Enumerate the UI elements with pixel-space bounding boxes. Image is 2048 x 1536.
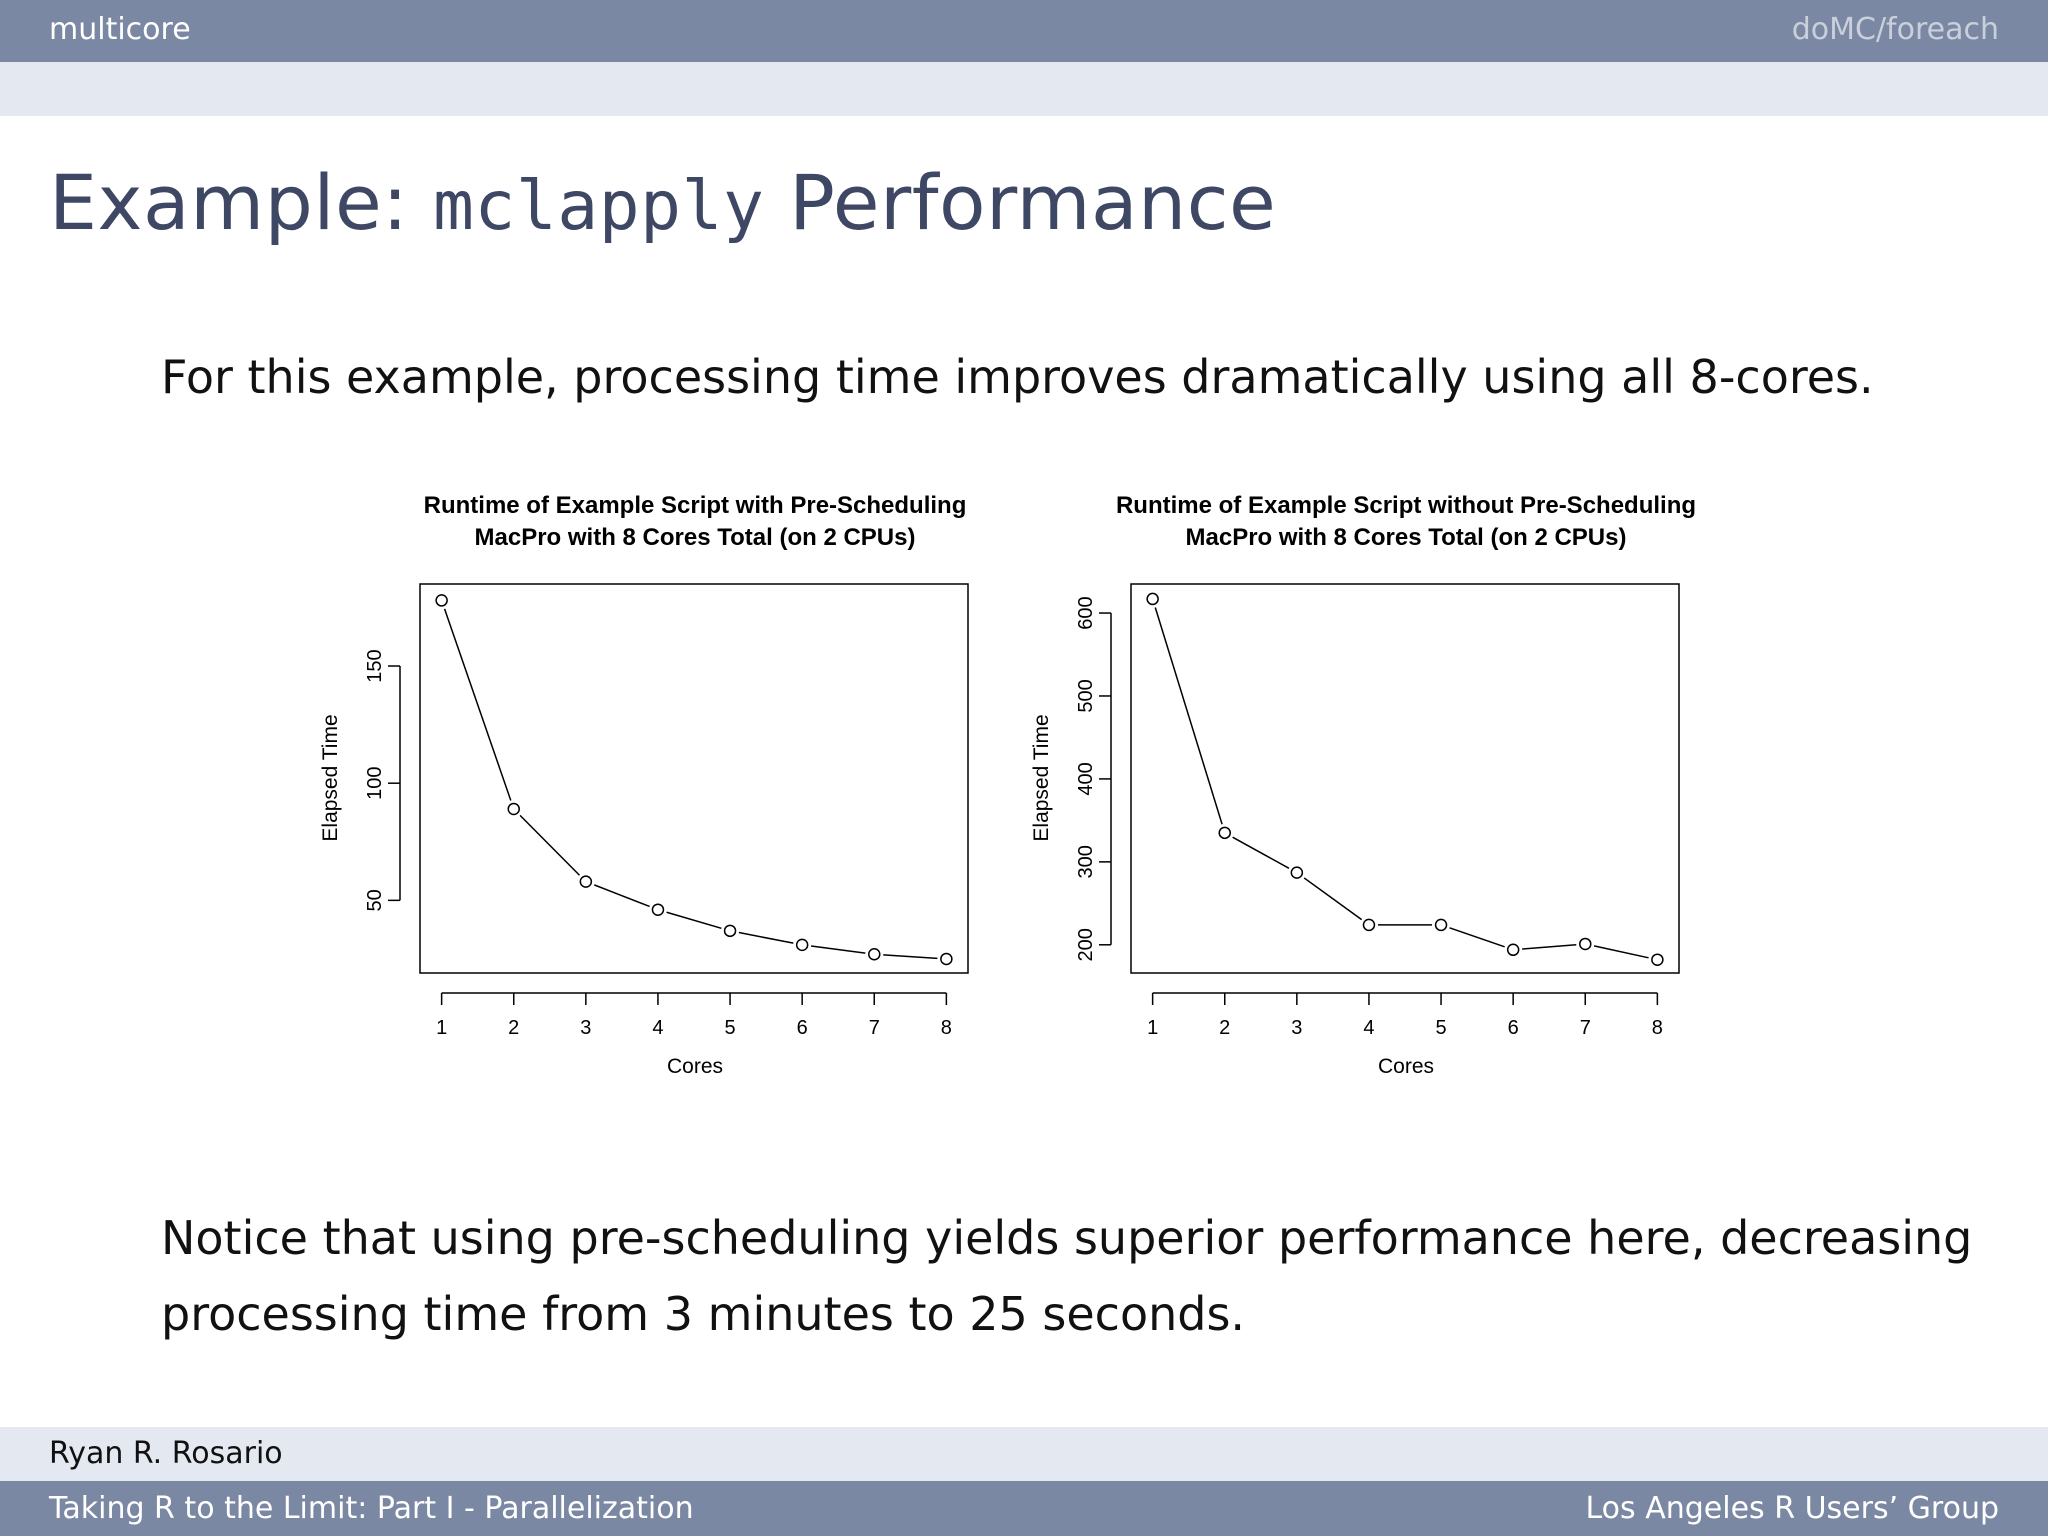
series-segment <box>1449 927 1505 948</box>
data-point <box>1434 918 1448 932</box>
x-tick-label: 7 <box>1580 1017 1591 1039</box>
chart-left-title: Runtime of Example Script with Pre-Sched… <box>424 492 967 519</box>
title-prefix: Example: <box>49 158 433 247</box>
data-point <box>1218 826 1231 840</box>
x-tick-label: 2 <box>1219 1017 1230 1039</box>
x-tick-label: 6 <box>1508 1017 1519 1039</box>
series-segment <box>738 931 794 944</box>
chart-right-series <box>1146 592 1664 966</box>
chart-right-xlabel: Cores <box>1378 1055 1434 1078</box>
x-tick-label: 3 <box>580 1017 591 1039</box>
notice-line-2: processing time from 3 minutes to 25 sec… <box>161 1287 1246 1341</box>
y-tick-label: 300 <box>1075 845 1097 878</box>
footer-author-bar: Ryan R. Rosario <box>0 1427 2048 1481</box>
series-segment <box>1232 836 1290 869</box>
chart-right-frame <box>1130 583 1680 974</box>
subsection-name[interactable]: doMC/foreach <box>1791 12 1999 47</box>
series-segment <box>1522 943 1577 950</box>
footer-venue: Los Angeles R Users’ Group <box>1585 1491 2000 1526</box>
data-point <box>579 875 593 888</box>
series-segment <box>519 814 581 876</box>
title-suffix: Performance <box>764 158 1277 247</box>
chart-right-subtitle: MacPro with 8 Cores Total (on 2 CPUs) <box>1186 524 1627 551</box>
intro-text: For this example, processing time improv… <box>161 350 1874 404</box>
footer-author: Ryan R. Rosario <box>49 1436 283 1471</box>
y-tick-label: 400 <box>1075 762 1097 795</box>
data-point <box>435 594 448 607</box>
series-segment <box>666 911 722 930</box>
series-segment <box>1303 877 1363 921</box>
chart-right-axes: 1 2 3 4 5 6 7 8 200 300 400 500 600 <box>1075 596 1663 1039</box>
x-tick-label: 8 <box>1652 1017 1663 1039</box>
chart-left-series <box>435 594 953 966</box>
chart-right-ylabel: Elapsed Time <box>1030 714 1053 841</box>
series-segment <box>810 945 866 954</box>
x-tick-label: 6 <box>797 1017 808 1039</box>
chart-left-frame <box>419 583 969 974</box>
y-tick-label: 100 <box>364 766 386 799</box>
x-tick-label: 1 <box>436 1017 447 1039</box>
footer-talk-title: Taking R to the Limit: Part I - Parallel… <box>49 1491 694 1526</box>
x-tick-label: 7 <box>869 1017 880 1039</box>
notice-text: Notice that using pre-scheduling yields … <box>161 1200 1991 1352</box>
x-tick-label: 8 <box>941 1017 952 1039</box>
section-name[interactable]: multicore <box>49 12 191 47</box>
chart-left-xlabel: Cores <box>667 1055 723 1078</box>
y-tick-label: 500 <box>1075 679 1097 712</box>
chart-left-axes: 1 2 3 4 5 6 7 8 50 100 150 <box>364 649 952 1039</box>
charts-area: Runtime of Example Script with Pre-Sched… <box>300 490 1750 1090</box>
x-tick-label: 2 <box>508 1017 519 1039</box>
footer-bar: Taking R to the Limit: Part I - Parallel… <box>0 1481 2048 1536</box>
series-segment <box>1593 945 1649 959</box>
data-point <box>723 924 737 938</box>
x-tick-label: 4 <box>1363 1017 1374 1039</box>
chart-left-ylabel: Elapsed Time <box>319 714 342 841</box>
data-point <box>868 948 881 961</box>
chart-left: Runtime of Example Script with Pre-Sched… <box>319 492 969 1078</box>
header-bar: multicore doMC/foreach <box>0 0 2048 62</box>
chart-left-subtitle: MacPro with 8 Cores Total (on 2 CPUs) <box>475 524 916 551</box>
data-point <box>940 952 953 966</box>
data-point <box>507 802 520 816</box>
notice-line-1: Notice that using pre-scheduling yields … <box>161 1211 1973 1265</box>
series-segment <box>1154 607 1223 825</box>
header-subbar <box>0 62 2048 116</box>
series-segment <box>593 884 650 908</box>
chart-right-title: Runtime of Example Script without Pre-Sc… <box>1116 492 1696 519</box>
data-point <box>1651 953 1664 966</box>
x-tick-label: 5 <box>1435 1017 1446 1039</box>
x-tick-label: 4 <box>652 1017 663 1039</box>
data-point <box>1146 592 1159 606</box>
y-tick-label: 50 <box>364 889 386 911</box>
series-segment <box>443 608 512 801</box>
data-point <box>1362 918 1376 932</box>
x-tick-label: 3 <box>1291 1017 1302 1039</box>
y-tick-label: 200 <box>1075 928 1097 961</box>
data-point <box>651 903 665 916</box>
data-point <box>1579 937 1592 951</box>
y-tick-label: 150 <box>364 649 386 682</box>
x-tick-label: 1 <box>1147 1017 1158 1039</box>
title-code: mclapply <box>432 167 765 246</box>
x-tick-label: 5 <box>724 1017 735 1039</box>
data-point <box>1506 943 1520 957</box>
slide-title: Example: mclapply Performance <box>49 158 1276 247</box>
data-point <box>795 938 809 952</box>
chart-right: Runtime of Example Script without Pre-Sc… <box>1030 492 1696 1078</box>
y-tick-label: 600 <box>1075 596 1097 629</box>
charts-svg: Runtime of Example Script with Pre-Sched… <box>319 492 1696 1078</box>
series-segment <box>883 954 938 960</box>
data-point <box>1290 866 1304 879</box>
